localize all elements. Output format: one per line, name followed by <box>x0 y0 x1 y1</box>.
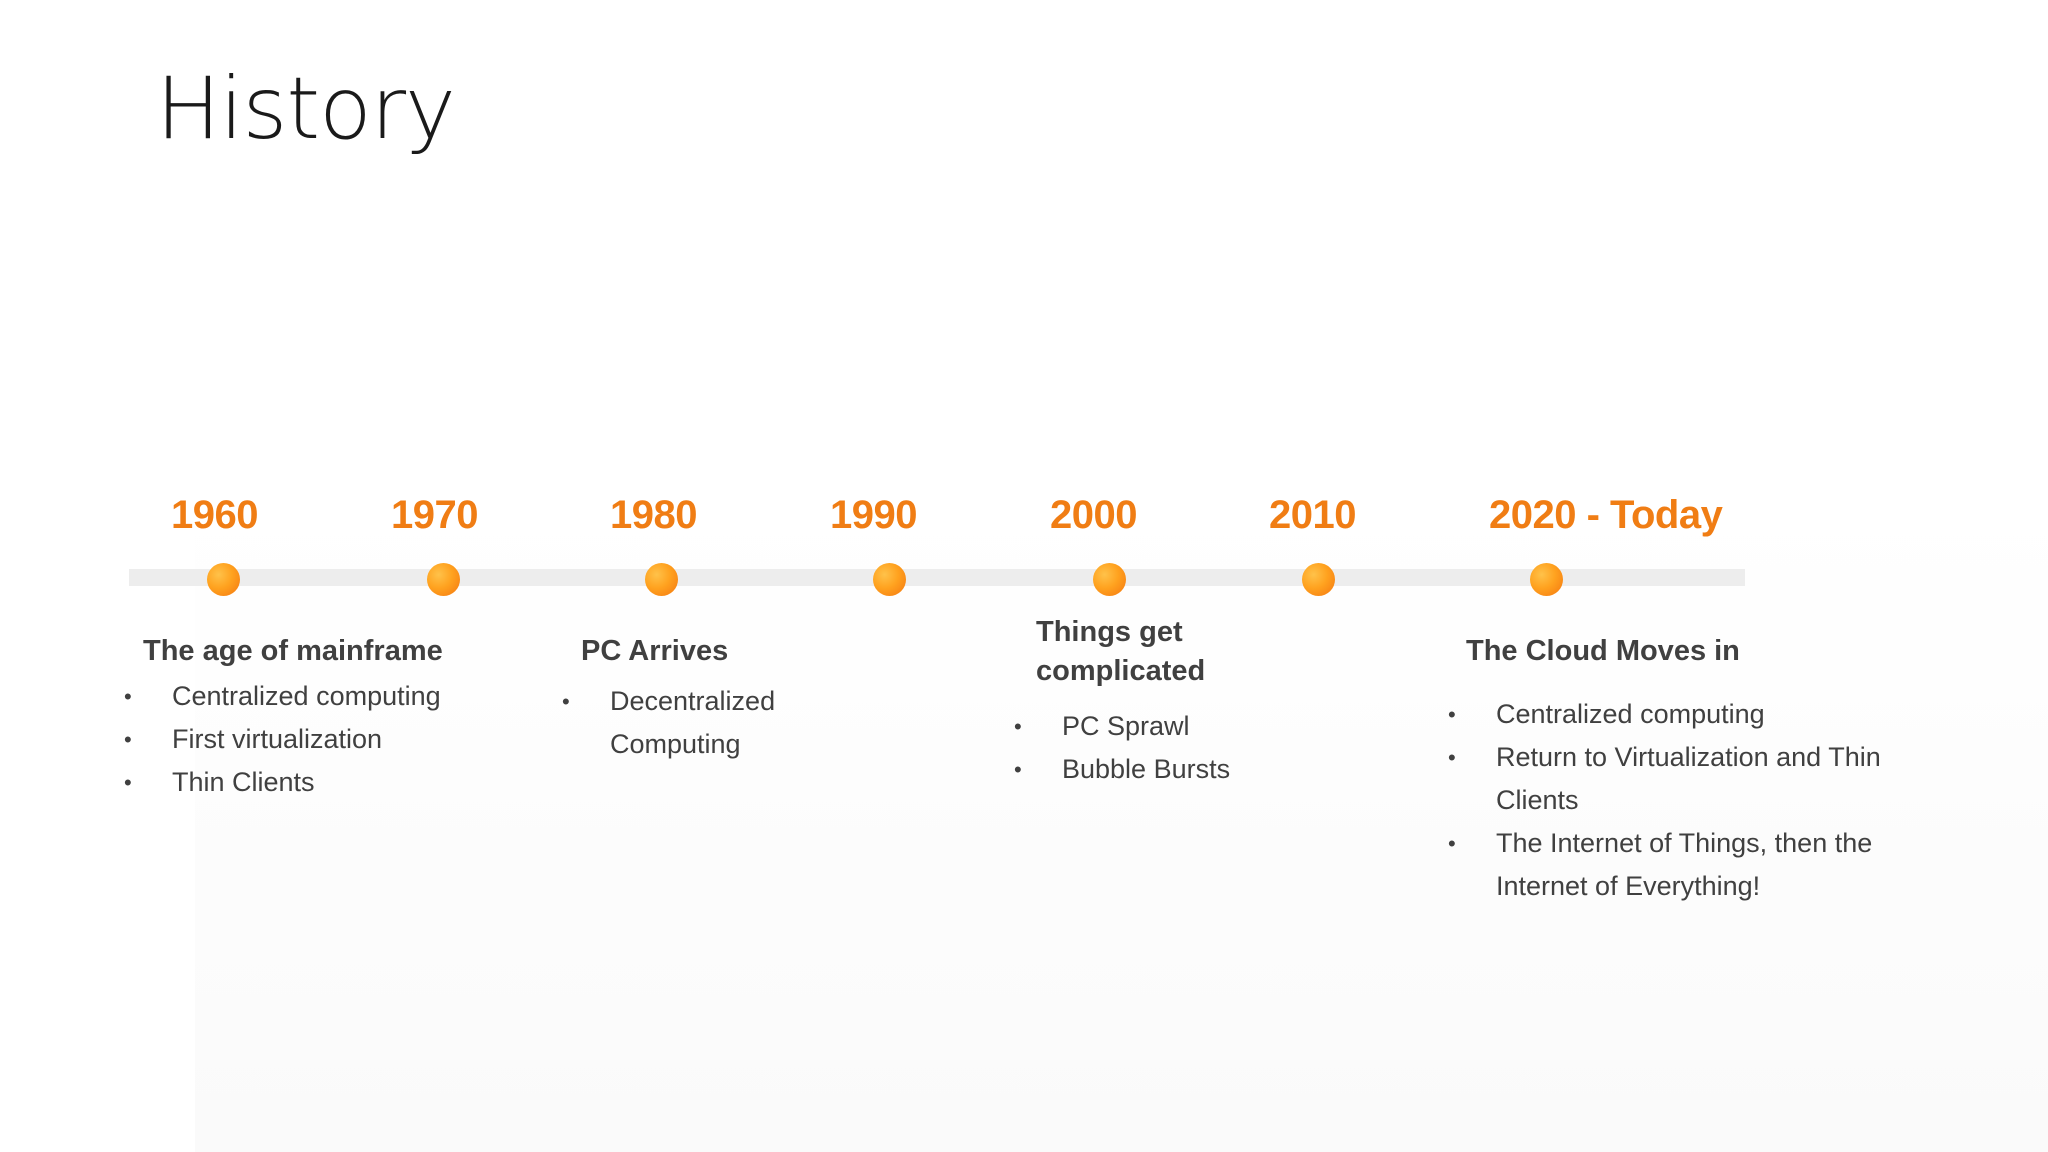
slide-title: History <box>156 59 456 159</box>
list-item-text: Centralized computing <box>1496 699 1765 729</box>
list-item: • The Internet of Things, then the Inter… <box>1448 822 1908 908</box>
timeline-year-1970: 1970 <box>391 493 478 537</box>
list-item-text: Bubble Bursts <box>1062 754 1231 784</box>
list-item-text: First virtualization <box>172 724 383 754</box>
era-things-get-complicated: Things get complicated • PC Sprawl • Bub… <box>1014 613 1274 791</box>
list-item-text: The Internet of Things, then the Interne… <box>1496 828 1873 901</box>
era-heading: PC Arrives <box>581 635 729 667</box>
bullet: • <box>562 689 570 714</box>
era-bullet-list: • PC Sprawl • Bubble Bursts <box>1014 705 1274 791</box>
bullet: • <box>1448 831 1456 856</box>
era-bullet-list: • Decentralized Computing <box>562 680 802 766</box>
era-bullet-list: • Centralized computing • First virtuali… <box>124 675 484 804</box>
bullet: • <box>124 770 132 795</box>
list-item: • Thin Clients <box>124 761 484 804</box>
bullet: • <box>1448 702 1456 727</box>
bullet: • <box>1448 745 1456 770</box>
era-heading: Things get complicated <box>1036 616 1206 687</box>
list-item: • Centralized computing <box>1448 693 1908 736</box>
list-item: • Centralized computing <box>124 675 484 718</box>
timeline-year-2010: 2010 <box>1269 493 1356 537</box>
era-bullet-list: • Centralized computing • Return to Virt… <box>1448 693 1908 908</box>
bullet: • <box>124 684 132 709</box>
list-item-text: PC Sprawl <box>1062 711 1190 741</box>
list-item: • Decentralized Computing <box>562 680 802 766</box>
timeline-year-2000: 2000 <box>1050 493 1137 537</box>
timeline-marker-1990 <box>873 563 906 596</box>
list-item: • PC Sprawl <box>1014 705 1274 748</box>
list-item: • First virtualization <box>124 718 484 761</box>
timeline-marker-2020-today <box>1530 563 1563 596</box>
list-item-text: Decentralized Computing <box>610 686 776 759</box>
list-item-text: Centralized computing <box>172 681 441 711</box>
era-heading: The age of mainframe <box>143 635 443 667</box>
timeline-year-2020-today: 2020 - Today <box>1489 493 1723 537</box>
timeline-year-1980: 1980 <box>610 493 697 537</box>
era-heading: The Cloud Moves in <box>1466 635 1740 667</box>
list-item: • Bubble Bursts <box>1014 748 1274 791</box>
timeline-marker-1980 <box>645 563 678 596</box>
timeline-marker-2010 <box>1302 563 1335 596</box>
bullet: • <box>124 727 132 752</box>
list-item: • Return to Virtualization and Thin Clie… <box>1448 736 1908 822</box>
bullet: • <box>1014 714 1022 739</box>
timeline-marker-1960 <box>207 563 240 596</box>
timeline-marker-2000 <box>1093 563 1126 596</box>
timeline-marker-1970 <box>427 563 460 596</box>
slide-background <box>195 500 2048 1152</box>
era-mainframe: The age of mainframe • Centralized compu… <box>124 632 484 804</box>
timeline-track <box>129 569 1745 586</box>
timeline-year-1960: 1960 <box>171 493 258 537</box>
list-item-text: Return to Virtualization and Thin Client… <box>1496 742 1881 815</box>
timeline-year-1990: 1990 <box>830 493 917 537</box>
list-item-text: Thin Clients <box>172 767 315 797</box>
era-pc-arrives: PC Arrives • Decentralized Computing <box>562 632 802 766</box>
era-cloud-moves-in: The Cloud Moves in • Centralized computi… <box>1448 632 1908 908</box>
bullet: • <box>1014 757 1022 782</box>
